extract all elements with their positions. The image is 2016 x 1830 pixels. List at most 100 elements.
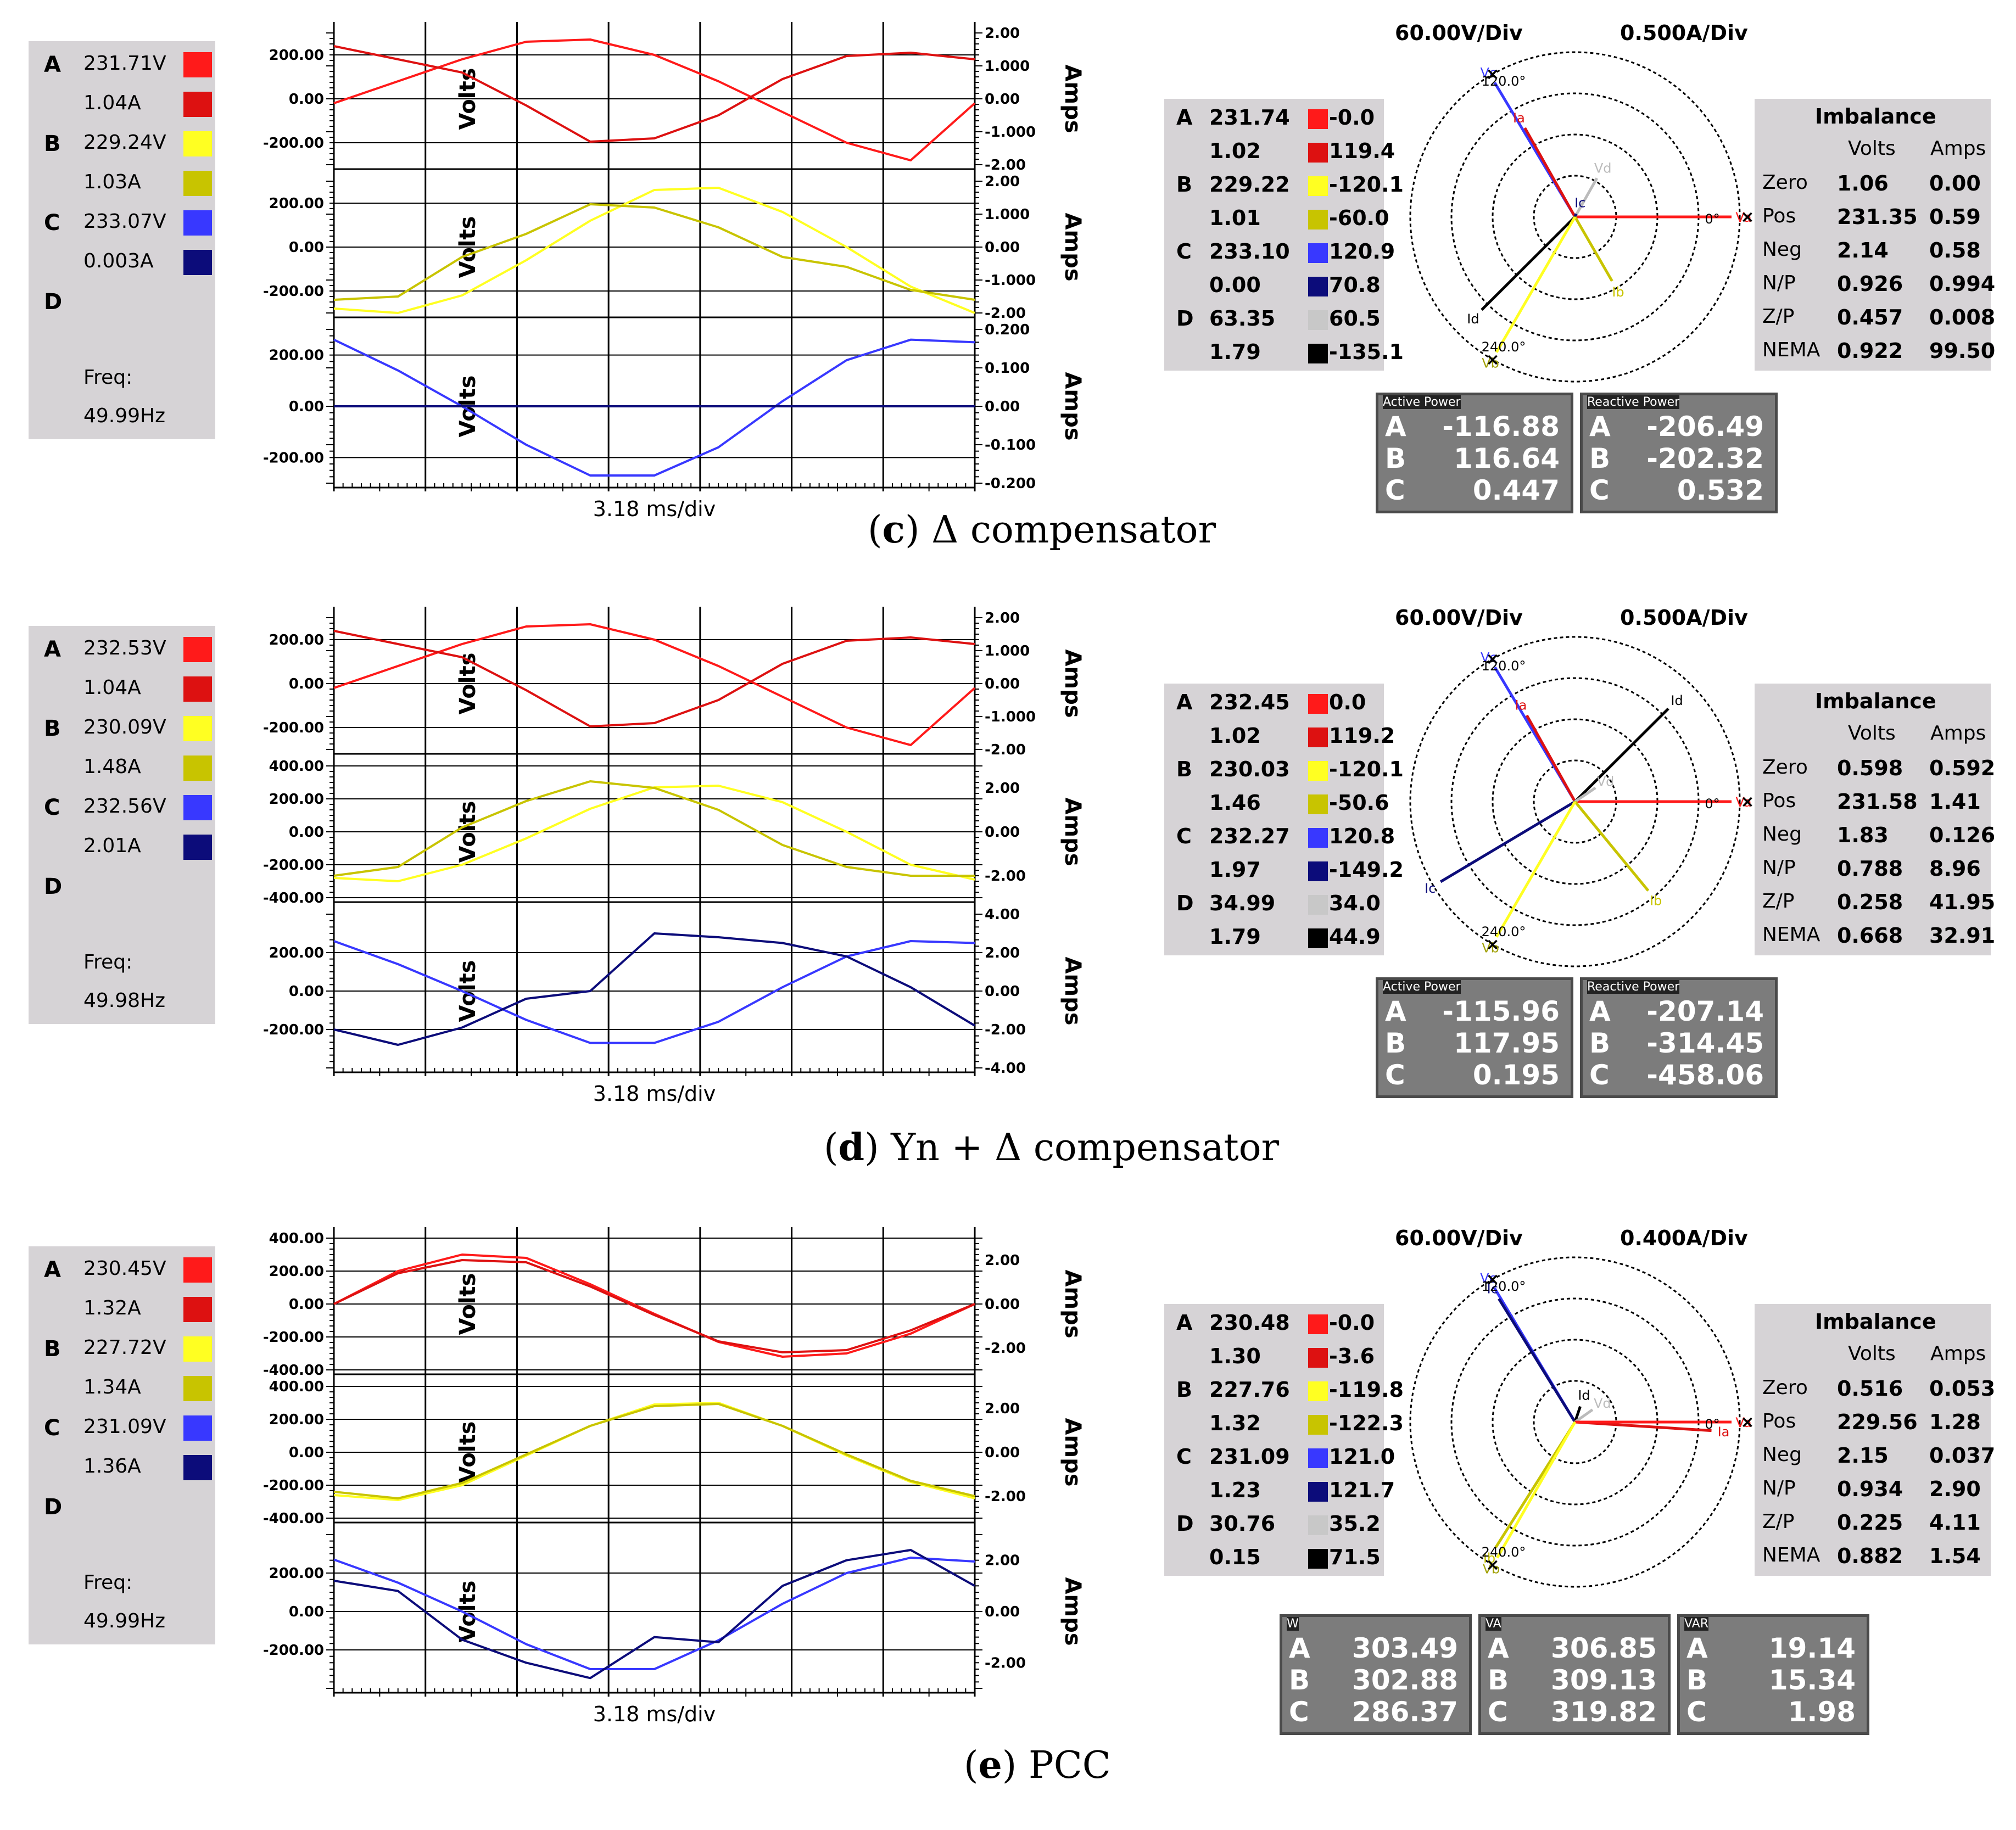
- phasor-swatch: [1308, 176, 1328, 196]
- volt-scale: 60.00V/Div: [1395, 21, 1523, 45]
- readout-row: 1.34A: [29, 1376, 215, 1409]
- imbalance-row-label: N/P: [1762, 857, 1796, 879]
- phasor-vector-label: Ib: [1650, 893, 1662, 908]
- phasor-angle-marker: ×: [1740, 208, 1754, 227]
- panel-caption: (e) PCC: [964, 1743, 1111, 1787]
- phasor-vector-label: Vd: [1594, 160, 1612, 176]
- imbalance-row-label: N/P: [1762, 272, 1796, 294]
- power-row-label: B: [1589, 443, 1611, 474]
- readout-row: B 230.09V: [29, 716, 215, 749]
- phasor-row-label: B: [1176, 757, 1192, 781]
- readout-row: 1.36A: [29, 1455, 215, 1488]
- amps-tick-label: 2.00: [985, 174, 1020, 190]
- imbalance-amps-value: 0.126: [1929, 823, 1996, 847]
- volts-tick-label: -200.00: [263, 857, 324, 874]
- phasor-vector: [1498, 1298, 1577, 1423]
- phasor-magnitude: 0.00: [1209, 273, 1261, 297]
- phasor-swatch: [1308, 277, 1328, 296]
- imbalance-volts-value: 0.516: [1837, 1376, 1903, 1401]
- phasor-magnitude: 1.97: [1209, 858, 1261, 882]
- imbalance-row-label: NEMA: [1762, 1544, 1820, 1566]
- amps-axis-title: Amps: [1060, 1269, 1085, 1338]
- phasor-swatch: [1308, 828, 1328, 848]
- power-row-label: A: [1385, 995, 1406, 1027]
- power-row-label: A: [1686, 1632, 1708, 1664]
- amps-tick-label: 2.00: [985, 1401, 1020, 1417]
- volts-tick-label: 0.00: [289, 91, 324, 108]
- imbalance-title: Imbalance: [1815, 1309, 1936, 1334]
- power-row-value: -314.45: [1646, 1027, 1764, 1059]
- phasor-angle-label: 0°: [1705, 796, 1719, 812]
- phasor-magnitude: 1.02: [1209, 724, 1261, 748]
- imbalance-row-label: Neg: [1762, 238, 1802, 261]
- power-row-value: 319.82: [1551, 1696, 1657, 1728]
- power-box: Reactive Power A -207.14 B -314.45 C -458.06: [1580, 977, 1778, 1098]
- power-row-label: C: [1589, 474, 1610, 506]
- readout-value: 230.45V: [83, 1257, 166, 1280]
- phasor-angle: 44.9: [1329, 925, 1381, 949]
- imbalance-volts-value: 1.06: [1837, 171, 1889, 195]
- readout-value: 1.36A: [83, 1455, 141, 1478]
- readout-value: 1.04A: [83, 92, 141, 114]
- readout-value: 1.32A: [83, 1297, 141, 1319]
- phasor-angle-marker: ×: [1486, 350, 1499, 370]
- panel-e: A 230.45V 1.32A B 227.72V 1.34A C 231.09V 1.36A D…: [0, 1205, 2016, 1809]
- phasor-vector-label: Vb: [1482, 941, 1499, 956]
- color-swatch: [183, 250, 212, 275]
- phasor-swatch: [1308, 1515, 1328, 1535]
- power-row-label: C: [1589, 1059, 1610, 1091]
- phasor-vector-label: Ic: [1487, 1281, 1498, 1297]
- imbalance-volts-value: 0.225: [1837, 1510, 1903, 1535]
- phasor-magnitude: 231.74: [1209, 105, 1290, 130]
- phasor-vector-label: Vc: [1481, 650, 1497, 665]
- imbalance-amps-value: 0.00: [1929, 171, 1981, 195]
- volts-tick-label: 0.00: [289, 1445, 324, 1461]
- readout-value: 232.53V: [83, 637, 166, 659]
- phasor-magnitude: 227.76: [1209, 1378, 1290, 1402]
- phasor-angle-label: 120.0°: [1482, 74, 1526, 89]
- color-swatch: [183, 1336, 212, 1362]
- phasor-vector: [1573, 216, 1613, 282]
- channel-readout: A 231.71V 1.04A B 229.24V 1.03A C 233.07V 0.003A…: [29, 41, 215, 439]
- phasor-angle: -135.1: [1329, 340, 1404, 364]
- amps-axis-title: Amps: [1060, 1577, 1085, 1646]
- amps-tick-label: 2.00: [985, 25, 1020, 42]
- phasor-angle-marker: ×: [1486, 65, 1499, 84]
- volts-tick-label: 200.00: [269, 1565, 324, 1582]
- amps-tick-label: 2.00: [985, 610, 1020, 626]
- amps-tick-label: -2.00: [985, 742, 1026, 758]
- amps-tick-label: -1.000: [985, 124, 1036, 141]
- power-box: Active Power A -116.88 B 116.64 C 0.447: [1376, 393, 1573, 513]
- power-row-value: 117.95: [1454, 1027, 1560, 1059]
- volts-axis-title: Volts: [455, 653, 481, 715]
- amps-tick-label: -2.00: [985, 1655, 1026, 1671]
- volts-tick-label: 0.00: [289, 824, 324, 841]
- color-swatch: [183, 1415, 212, 1441]
- phasor-row-label: D: [1176, 306, 1194, 331]
- imbalance-row-label: Neg: [1762, 823, 1802, 846]
- phasor-swatch: [1308, 794, 1328, 814]
- phasor-vector: [1526, 714, 1577, 803]
- imbalance-col-volts: Volts: [1848, 722, 1896, 745]
- amps-axis-title: Amps: [1060, 372, 1085, 440]
- caption-letter: d: [838, 1126, 865, 1169]
- imbalance-volts-value: 0.598: [1837, 756, 1903, 780]
- imbalance-col-volts: Volts: [1848, 1342, 1896, 1365]
- volts-tick-label: -200.00: [263, 720, 324, 736]
- volts-tick-label: -200.00: [263, 1642, 324, 1659]
- imbalance-row-label: Zero: [1762, 756, 1808, 779]
- imbalance-col-amps: Amps: [1930, 137, 1986, 160]
- amps-axis-title: Amps: [1060, 956, 1085, 1025]
- imbalance-amps-value: 8.96: [1929, 857, 1981, 881]
- caption-letter: e: [978, 1743, 1002, 1787]
- imbalance-row-label: Neg: [1762, 1443, 1802, 1466]
- phasor-vector: [1495, 216, 1577, 353]
- volts-tick-label: 200.00: [269, 1412, 324, 1428]
- phasor-angle-marker: ×: [1740, 1413, 1754, 1432]
- phasor-angle-label: 120.0°: [1482, 1279, 1526, 1294]
- phasor-vector-label: Id: [1578, 1388, 1590, 1403]
- color-swatch: [183, 131, 212, 156]
- power-row-label: C: [1488, 1696, 1508, 1728]
- phasor-angle-marker: ×: [1486, 650, 1499, 669]
- phasor-angle: 120.8: [1329, 824, 1395, 848]
